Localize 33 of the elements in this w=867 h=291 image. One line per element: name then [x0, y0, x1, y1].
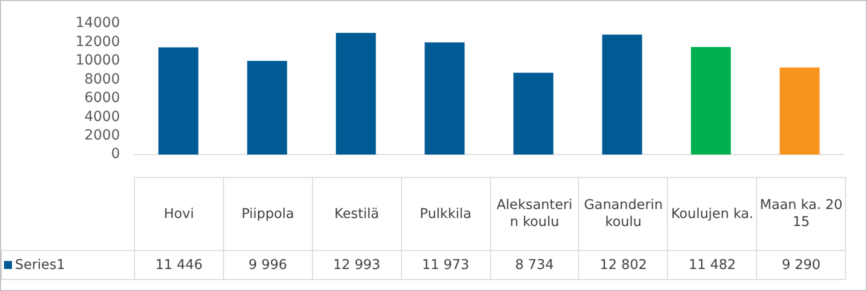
bar	[513, 72, 554, 155]
legend-label: Series1	[2, 250, 134, 280]
x-tick-label: Koulujen ka.	[668, 178, 757, 250]
bar	[247, 60, 288, 155]
x-tick-label: Pulkkila	[401, 178, 490, 250]
y-tick-label: 8000	[84, 71, 120, 88]
y-tick-label: 0	[111, 146, 120, 162]
data-label: 8 734	[490, 250, 579, 280]
y-tick-label: 12000	[75, 34, 120, 50]
data-label: 11 482	[668, 250, 757, 280]
data-label: 12 993	[312, 250, 402, 280]
data-label: 9 996	[223, 250, 312, 280]
x-tick-label: Maan ka. 2015	[756, 178, 846, 250]
y-tick-label: 14000	[75, 15, 120, 32]
data-label: 11 973	[401, 250, 490, 280]
data-label: 9 290	[756, 250, 846, 280]
x-tick-label: Piippola	[223, 178, 312, 250]
x-tick-label: Kestilä	[312, 178, 402, 250]
y-tick-label: 4000	[84, 108, 120, 125]
x-tick-label: Hovi	[134, 178, 224, 250]
bar	[424, 42, 465, 155]
bar	[780, 68, 820, 155]
x-tick-label: Gananderin koulu	[578, 178, 668, 250]
y-tick-label: 10000	[75, 52, 120, 69]
bar	[602, 34, 642, 155]
bar	[158, 47, 198, 155]
data-label: 11 446	[134, 250, 224, 280]
bar	[336, 32, 376, 155]
x-tick-label: Aleksanterin koulu	[490, 178, 579, 250]
y-tick-label: 2000	[84, 128, 120, 144]
bar	[690, 47, 731, 155]
data-label: 12 802	[578, 250, 668, 280]
y-tick-label: 6000	[84, 90, 120, 106]
